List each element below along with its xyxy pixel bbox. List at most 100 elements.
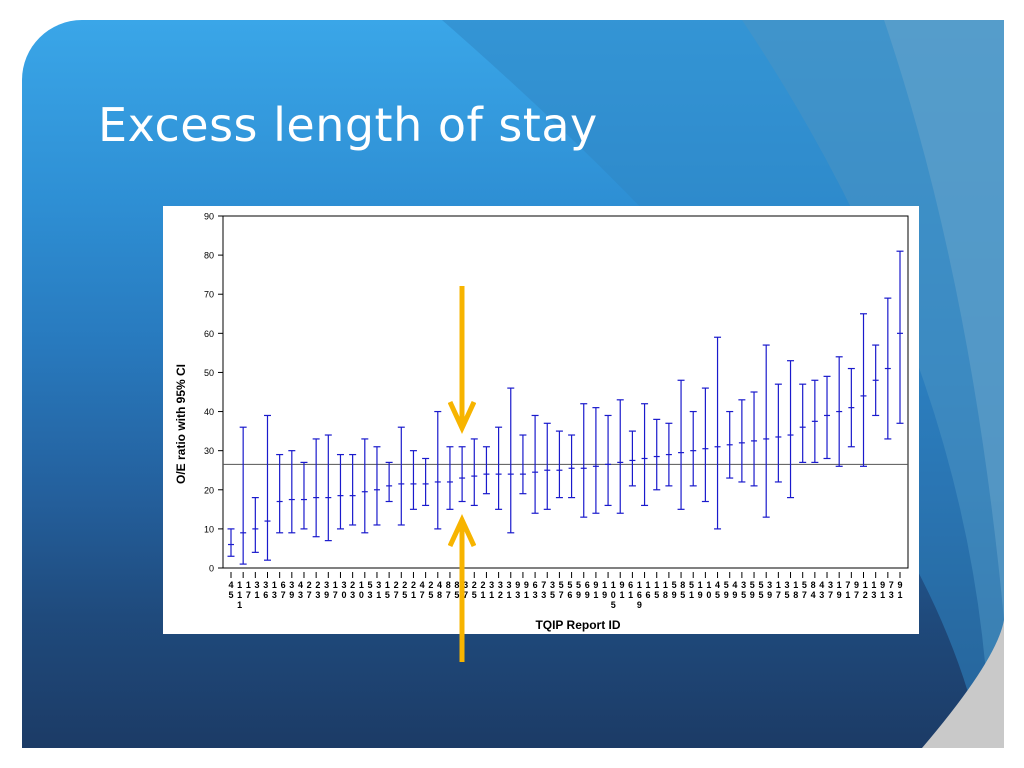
error-bar [227,528,235,557]
y-tick-label: 70 [204,290,214,300]
y-tick-label: 10 [204,524,214,534]
error-bar [762,344,770,518]
error-bar [300,461,308,530]
error-bar [482,446,490,495]
error-bar [835,356,843,467]
error-bar [422,457,430,507]
y-tick-label: 40 [204,407,214,417]
decorative-swoosh [442,20,1004,748]
error-bar [580,403,588,518]
error-bar [373,446,381,526]
error-bar [458,446,466,503]
y-tick-label: 30 [204,446,214,456]
plot-frame [222,215,909,569]
error-bar [750,391,758,487]
error-bar [896,250,904,424]
error-bar [397,426,405,526]
y-tick-label: 50 [204,368,214,378]
error-bar [847,367,855,448]
error-bar [336,453,344,530]
error-bar [884,297,892,440]
error-bar [701,387,709,503]
down-arrow-icon [448,286,476,434]
y-axis-label: O/E ratio with 95% CI [174,364,188,484]
error-bar [434,410,442,530]
error-bar [568,434,576,499]
up-arrow-icon [448,514,476,662]
error-bar [665,422,673,487]
error-bar [653,418,661,491]
error-bar [787,360,795,499]
error-bar [604,414,612,507]
error-bar [385,461,393,503]
y-tick-label: 0 [209,564,214,574]
error-bar [592,407,600,514]
error-bar [872,344,880,417]
error-bar [860,313,868,467]
error-bar [519,434,527,495]
slide-title: Excess length of stay [98,98,598,152]
error-bar [677,379,685,510]
error-bar [799,383,807,463]
error-bar [811,379,819,463]
error-bar [263,414,271,561]
error-bar [555,430,563,499]
error-bar [409,450,417,510]
error-bar [689,410,697,487]
x-axis-label: TQIP Report ID [535,618,620,632]
error-bar [349,453,357,526]
error-bar [312,438,320,538]
error-bar [531,414,539,514]
